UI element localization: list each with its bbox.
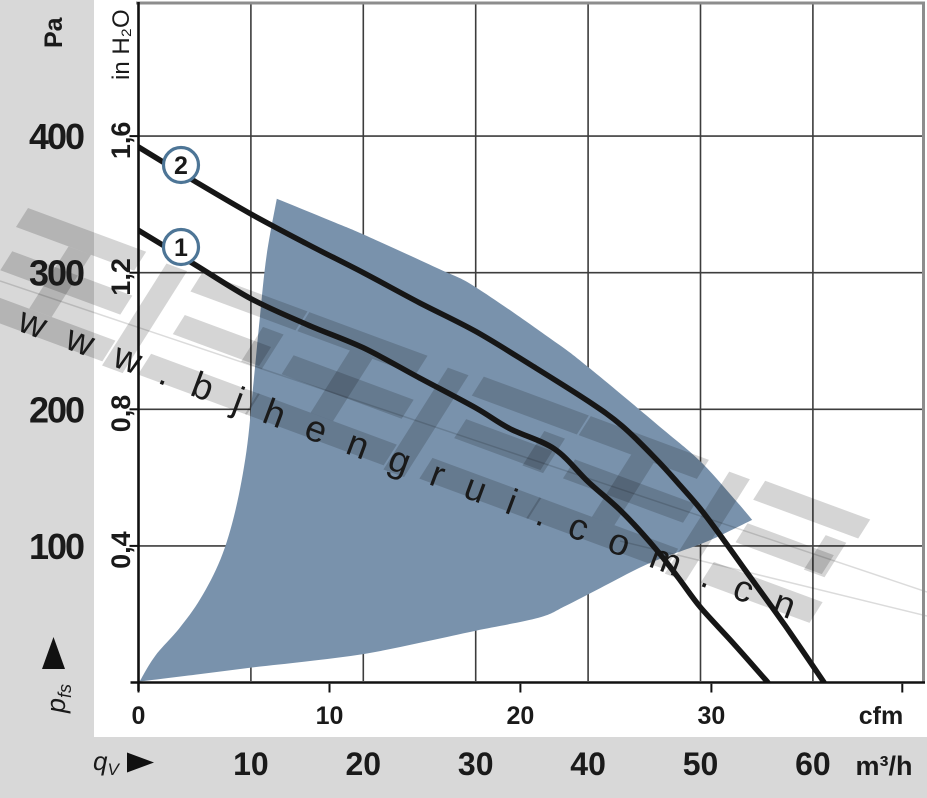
curve-2	[138, 144, 827, 683]
m3h-tick-label: 20	[346, 746, 382, 782]
m3h-tick-label: 10	[233, 746, 269, 782]
svg-text:pfs: pfs	[41, 684, 75, 714]
curve-1-badge-circle	[161, 227, 201, 267]
y-axis-arrow-label: pfs	[41, 637, 75, 714]
y-axis-unit-pa: Pa	[40, 16, 68, 48]
curve-badges: 2 1	[161, 145, 201, 267]
watermark-diagonal-line	[0, 280, 927, 593]
curve-2-badge-circle	[161, 145, 201, 185]
up-arrow-icon	[42, 637, 65, 669]
right-arrow-icon	[127, 752, 154, 773]
left-unit-band	[0, 0, 94, 737]
cfm-tick-label: 10	[316, 702, 344, 730]
curve-1	[138, 227, 771, 683]
bottom-unit-band	[0, 737, 927, 798]
curve-2-badge-label: 2	[174, 152, 188, 180]
pa-tick-label: 300	[29, 253, 84, 294]
pfs-main: p	[41, 698, 71, 714]
m3h-tick-label: 40	[570, 746, 606, 782]
qv-sub: V	[107, 760, 120, 779]
watermark-diagonal-line-2	[619, 540, 927, 617]
cfm-tick-label: 30	[697, 702, 725, 730]
m3h-tick-label: 50	[683, 746, 719, 782]
m3h-tick-label: 60	[795, 746, 831, 782]
inh2o-tick-label: 0,8	[106, 395, 136, 433]
svg-text:qV: qV	[93, 746, 120, 779]
curve-1-badge-label: 1	[174, 234, 188, 262]
inh2o-tick-label: 1,2	[106, 258, 136, 296]
x-axis-unit-cfm: cfm	[859, 702, 903, 730]
inh2o-tick-label: 0,4	[106, 531, 136, 569]
cfm-tick-label: 20	[506, 702, 534, 730]
axis-tick-marks	[129, 135, 904, 693]
m3h-tick-label: 30	[458, 746, 494, 782]
pa-tick-label: 200	[29, 389, 84, 430]
pfs-sub: fs	[55, 684, 75, 698]
x-axis-arrow-label: qV	[93, 746, 154, 779]
inh2o-tick-label: 1,6	[106, 122, 136, 160]
cfm-tick-label: 0	[132, 702, 146, 730]
y-axis-unit-inh2o: in H₂O	[108, 9, 135, 80]
qv-main: q	[93, 746, 108, 776]
x-axis-unit-m3h: m³/h	[856, 751, 913, 781]
pa-tick-label: 100	[29, 526, 84, 567]
pa-tick-label: 400	[29, 116, 84, 157]
